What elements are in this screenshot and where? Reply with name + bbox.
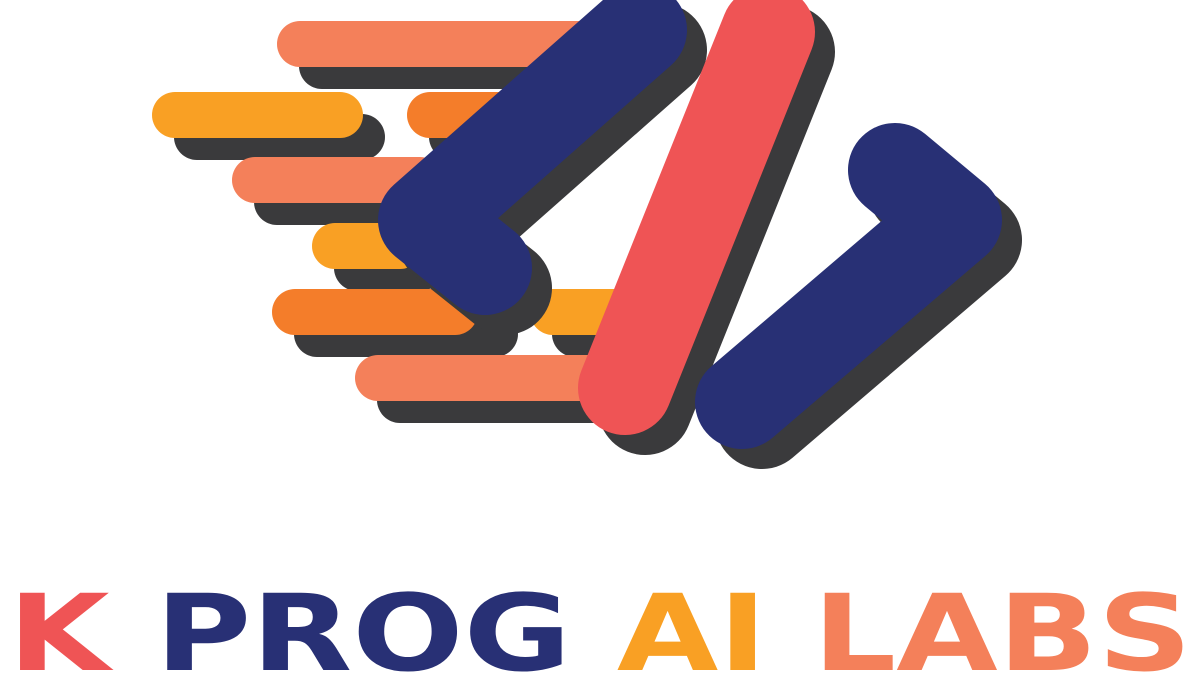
code-brackets-icon <box>152 0 1022 469</box>
brand-name-ai: AI <box>617 578 767 688</box>
brand-name-prog: PROG <box>155 578 571 688</box>
left-angle-bracket-shape <box>378 0 687 315</box>
brand-name: K PROG AI LABS <box>8 578 1192 688</box>
left-angle-bracket <box>378 0 707 335</box>
svg-text:K PROG AI LABS: K PROG AI LABS <box>8 578 1192 688</box>
brand-name-k: K <box>8 578 114 688</box>
slash <box>578 0 835 455</box>
right-angle-bracket-shape <box>695 123 1002 449</box>
slash-shape <box>578 0 815 435</box>
brand-name-labs: LABS <box>813 578 1192 688</box>
right-angle-bracket <box>695 123 1022 469</box>
